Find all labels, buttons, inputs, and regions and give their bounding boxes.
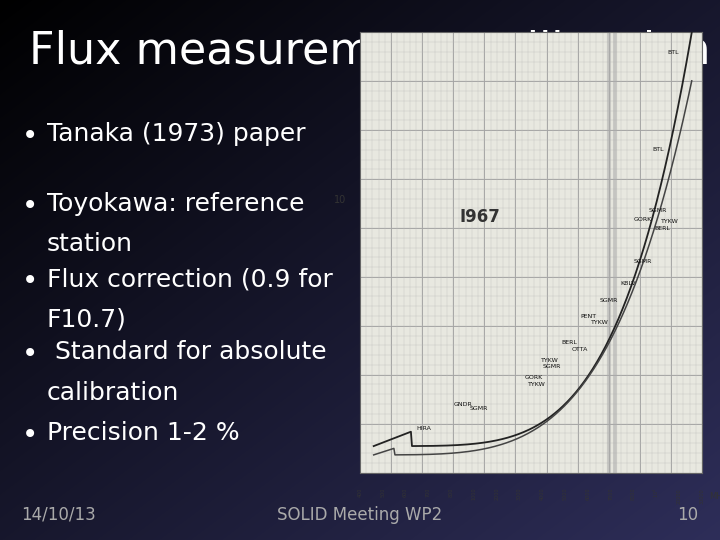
- Text: 6000: 6000: [585, 488, 590, 501]
- Text: Flux correction (0.9 for: Flux correction (0.9 for: [47, 267, 333, 291]
- Text: BTL: BTL: [652, 146, 664, 152]
- Text: GNDR: GNDR: [454, 402, 473, 407]
- Text: Toyokawa: reference: Toyokawa: reference: [47, 192, 305, 215]
- Text: SGMR: SGMR: [599, 299, 618, 303]
- Text: PENT: PENT: [580, 314, 597, 319]
- Text: GORK: GORK: [634, 217, 652, 222]
- Text: BERL: BERL: [654, 226, 670, 231]
- Text: BERL: BERL: [562, 340, 577, 345]
- Text: I967: I967: [459, 208, 500, 226]
- Text: •: •: [22, 267, 38, 295]
- Text: 500: 500: [380, 488, 385, 497]
- Text: TYKW: TYKW: [591, 320, 608, 326]
- Text: 20000: 20000: [677, 488, 682, 503]
- Text: 1000: 1000: [472, 488, 477, 501]
- Text: GORK: GORK: [524, 375, 542, 380]
- Text: 7000: 7000: [608, 488, 613, 501]
- Text: 400: 400: [358, 488, 362, 497]
- Text: 14/10/13: 14/10/13: [22, 506, 96, 524]
- Text: 600: 600: [403, 488, 408, 497]
- Text: OTTA: OTTA: [572, 347, 588, 352]
- Text: 3000: 3000: [517, 488, 522, 501]
- Text: SGMR: SGMR: [649, 208, 667, 213]
- Text: •: •: [22, 421, 38, 449]
- Text: 700: 700: [426, 488, 431, 497]
- Text: Standard for absolute: Standard for absolute: [47, 340, 326, 364]
- Text: KBLV: KBLV: [620, 281, 636, 286]
- Text: 4000: 4000: [540, 488, 545, 501]
- Text: Flux measurement: calibration: Flux measurement: calibration: [29, 30, 711, 73]
- Text: 5000: 5000: [563, 488, 567, 501]
- Text: 2000: 2000: [495, 488, 499, 501]
- Text: 800: 800: [449, 488, 454, 497]
- Text: MHz: MHz: [708, 492, 720, 501]
- Text: SGMR: SGMR: [634, 259, 652, 264]
- Text: •: •: [22, 340, 38, 368]
- Text: •: •: [22, 122, 38, 150]
- Text: Precision 1-2 %: Precision 1-2 %: [47, 421, 240, 445]
- Text: SOLID Meeting WP2: SOLID Meeting WP2: [277, 506, 443, 524]
- Text: F10.7): F10.7): [47, 308, 127, 332]
- Text: SGMR: SGMR: [543, 364, 562, 369]
- Text: TYKW: TYKW: [528, 382, 545, 387]
- Text: TYKW: TYKW: [661, 219, 679, 224]
- Text: TYKW: TYKW: [541, 358, 559, 363]
- Text: 10$^4$: 10$^4$: [652, 488, 661, 498]
- Text: SGMR: SGMR: [469, 406, 488, 411]
- Text: 8000: 8000: [631, 488, 636, 501]
- Text: 10: 10: [678, 506, 698, 524]
- Text: station: station: [47, 232, 132, 256]
- Text: 30000: 30000: [700, 488, 704, 503]
- Text: calibration: calibration: [47, 381, 179, 404]
- Text: BTL: BTL: [668, 50, 680, 55]
- Text: •: •: [22, 192, 38, 220]
- Text: 10: 10: [334, 194, 346, 205]
- Text: HIRA: HIRA: [416, 426, 431, 431]
- Text: Tanaka (1973) paper: Tanaka (1973) paper: [47, 122, 305, 145]
